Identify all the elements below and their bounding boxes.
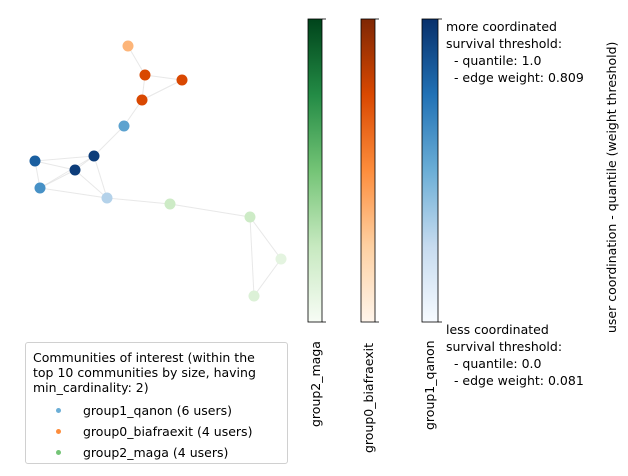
legend-item-group2-maga: group2_maga (4 users) — [56, 442, 279, 463]
threshold-bottom-annotation: less coordinated survival threshold: - q… — [446, 322, 584, 388]
network-node-group0-biafraexit — [176, 74, 188, 86]
colorbar-group2-maga — [307, 18, 323, 323]
network-edge — [249, 216, 255, 297]
legend-item-group1-qanon: group1_qanon (6 users) — [56, 400, 279, 421]
network-node-group0-biafraexit — [122, 40, 134, 52]
colorbar-label-group2-maga: group2_maga — [308, 341, 323, 427]
network-edge — [106, 197, 171, 205]
network-node-group2-maga — [275, 253, 287, 265]
network-node-group1-qanon — [118, 120, 130, 132]
network-edge — [253, 258, 282, 297]
network-edge — [34, 160, 76, 171]
network-edge — [39, 155, 95, 189]
colorbar-group0-biafraexit — [360, 18, 376, 323]
network-node-group1-qanon — [34, 182, 46, 194]
legend-marker — [56, 408, 61, 413]
network-edge — [93, 155, 108, 199]
network-edge — [93, 125, 125, 157]
coordination-axis-label: user coordination - quantile (weight thr… — [604, 42, 619, 333]
network-edge — [169, 203, 251, 218]
network-node-group1-qanon — [69, 164, 81, 176]
legend-marker — [56, 450, 61, 455]
network-node-group1-qanon — [88, 150, 100, 162]
network-edge — [39, 187, 108, 199]
legend-item-group0-biafraexit: group0_biafraexit (4 users) — [56, 421, 279, 442]
network-node-group0-biafraexit — [139, 69, 151, 81]
network-node-group1-qanon — [29, 155, 41, 167]
network-edge — [127, 45, 146, 76]
network-node-group1-qanon — [101, 192, 113, 204]
network-node-group2-maga — [164, 198, 176, 210]
network-node-group2-maga — [244, 211, 256, 223]
network-edge — [249, 216, 282, 260]
legend-title: Communities of interest (within the top … — [33, 350, 256, 395]
network-edge — [141, 79, 183, 101]
legend-label: group0_biafraexit (4 users) — [83, 424, 253, 439]
colorbar-label-group1-qanon: group1_qanon — [422, 340, 437, 430]
colorbar-group1-qanon — [421, 18, 439, 323]
legend-label: group1_qanon (6 users) — [83, 403, 233, 418]
threshold-top-annotation: more coordinated survival threshold: - q… — [0, 0, 596, 85]
network-edge — [34, 155, 95, 162]
legend-marker — [56, 429, 61, 434]
network-edge — [39, 169, 76, 189]
network-node-group2-maga — [248, 290, 260, 302]
network-edge — [144, 74, 183, 81]
legend-label: group2_maga (4 users) — [83, 445, 229, 460]
legend: Communities of interest (within the top … — [25, 342, 288, 464]
network-node-group0-biafraexit — [136, 94, 148, 106]
colorbar-label-group0-biafraexit: group0_biafraexit — [361, 343, 376, 453]
network-nodes — [29, 40, 287, 302]
network-edge — [74, 169, 108, 199]
